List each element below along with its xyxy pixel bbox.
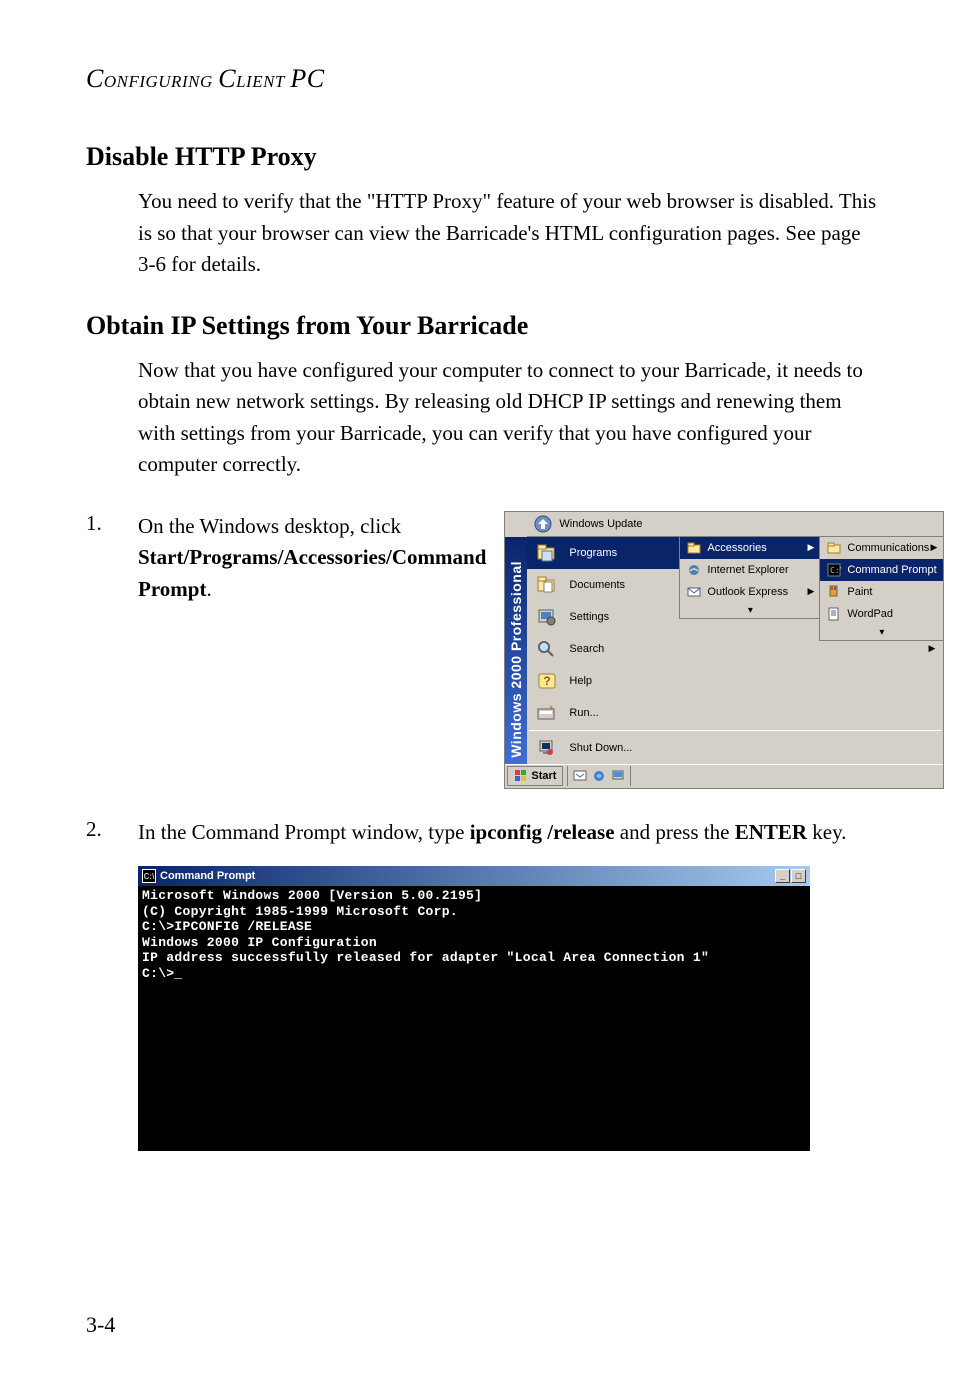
search-icon <box>535 638 559 660</box>
page-header: CONFIGURING CLIENT PC <box>86 64 878 94</box>
step-text: In the Command Prompt window, type ipcon… <box>138 817 878 849</box>
svg-text:?: ? <box>544 674 551 688</box>
communications-label: Communications <box>847 542 929 554</box>
windows-flag-icon <box>514 769 528 783</box>
cmd-titlebar: C:\ Command Prompt _ □ <box>138 866 810 886</box>
windows-update-label: Windows Update <box>559 518 642 530</box>
maximize-button[interactable]: □ <box>791 869 806 883</box>
search-label: Search <box>569 643 924 655</box>
cmd-output: Microsoft Windows 2000 [Version 5.00.219… <box>138 886 810 1151</box>
accessories-item[interactable]: Accessories ▶ <box>680 537 820 559</box>
windows-update-item[interactable]: Windows Update <box>527 512 943 537</box>
tray-icon-3[interactable] <box>610 768 626 784</box>
step-number: 1. <box>86 511 138 789</box>
start-button[interactable]: Start <box>507 766 563 786</box>
paint-label: Paint <box>847 586 872 598</box>
tray-icon-1[interactable] <box>572 768 588 784</box>
programs-submenu: Accessories ▶ Internet Explorer Outlook … <box>679 536 821 619</box>
arrow-icon: ▶ <box>807 542 814 553</box>
paint-icon <box>826 584 842 600</box>
quick-launch <box>567 766 631 786</box>
cmd-title: Command Prompt <box>160 870 775 882</box>
chevron-down-icon[interactable]: ▾ <box>820 625 943 640</box>
start-menu-sidebar: Windows 2000 Professional <box>505 537 527 764</box>
wordpad-label: WordPad <box>847 608 893 620</box>
wordpad-icon <box>826 606 842 622</box>
wordpad-item[interactable]: WordPad <box>820 603 943 625</box>
ie-label: Internet Explorer <box>707 564 788 576</box>
run-label: Run... <box>569 707 935 719</box>
outlook-item[interactable]: Outlook Express ▶ <box>680 581 820 603</box>
section-body-1: You need to verify that the "HTTP Proxy"… <box>138 186 878 281</box>
documents-icon <box>535 574 559 596</box>
page-number: 3-4 <box>86 1312 115 1338</box>
chevron-down-icon[interactable]: ▾ <box>680 603 820 618</box>
accessories-submenu: Communications ▶ C:\ Command Prompt Pain… <box>819 536 944 641</box>
accessories-label: Accessories <box>707 542 766 554</box>
ie-item[interactable]: Internet Explorer <box>680 559 820 581</box>
tray-icon-2[interactable] <box>591 768 607 784</box>
arrow-icon: ▶ <box>928 643 935 654</box>
communications-item[interactable]: Communications ▶ <box>820 537 943 559</box>
outlook-icon <box>686 584 702 600</box>
section-heading-1: Disable HTTP Proxy <box>86 142 878 172</box>
settings-icon <box>535 606 559 628</box>
cmd-titlebar-icon: C:\ <box>142 869 156 883</box>
run-item[interactable]: Run... <box>527 697 943 729</box>
help-label: Help <box>569 675 935 687</box>
start-label: Start <box>531 770 556 782</box>
programs-icon <box>535 542 559 564</box>
cmd-icon: C:\ <box>826 562 842 578</box>
shutdown-label: Shut Down... <box>569 742 935 754</box>
windows-update-icon <box>533 515 553 533</box>
arrow-icon: ▶ <box>930 542 937 553</box>
command-prompt-item[interactable]: C:\ Command Prompt <box>820 559 943 581</box>
section-heading-2: Obtain IP Settings from Your Barricade <box>86 311 878 341</box>
arrow-icon: ▶ <box>807 586 814 597</box>
paint-item[interactable]: Paint <box>820 581 943 603</box>
shutdown-item[interactable]: Shut Down... <box>527 732 943 764</box>
run-icon <box>535 702 559 724</box>
step-text: On the Windows desktop, click Start/Prog… <box>138 511 486 789</box>
start-menu-screenshot: Windows Update Windows 2000 Professional… <box>504 511 944 789</box>
outlook-label: Outlook Express <box>707 586 788 598</box>
folder-icon <box>826 540 842 556</box>
ie-icon <box>686 562 702 578</box>
command-prompt-label: Command Prompt <box>847 564 936 576</box>
svg-text:C:\: C:\ <box>830 566 841 575</box>
step-number: 2. <box>86 817 138 849</box>
help-item[interactable]: ? Help <box>527 665 943 697</box>
command-prompt-window: C:\ Command Prompt _ □ Microsoft Windows… <box>138 866 810 1151</box>
minimize-button[interactable]: _ <box>775 869 790 883</box>
help-icon: ? <box>535 670 559 692</box>
folder-icon <box>686 540 702 556</box>
section-body-2: Now that you have configured your comput… <box>138 355 878 481</box>
shutdown-icon <box>535 737 559 759</box>
